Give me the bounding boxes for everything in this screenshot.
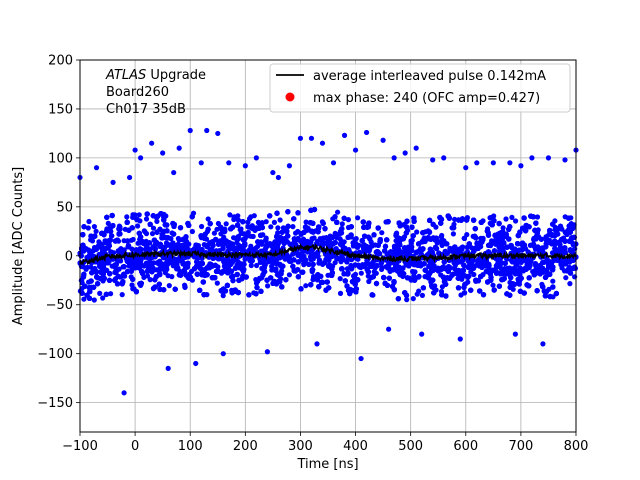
scatter-point [100,295,106,301]
scatter-point [410,296,416,302]
scatter-point [325,272,331,278]
scatter-point [91,224,97,230]
scatter-point [275,225,281,231]
scatter-point [355,215,361,221]
scatter-point [169,274,175,280]
scatter-point [344,266,350,272]
scatter-point [379,264,385,270]
scatter-point [416,273,422,279]
scatter-point [223,221,229,227]
scatter-point [254,262,260,269]
scatter-point [534,214,541,220]
scatter-point [81,296,87,302]
scatter-point [339,221,345,227]
scatter-point [303,219,309,225]
scatter-point [245,219,251,225]
scatter-point [379,230,385,236]
scatter-point [293,230,299,236]
scatter-point [93,228,99,234]
scatter-point [490,282,496,288]
scatter-point [189,228,195,235]
scatter-point [129,246,135,252]
scatter-point [269,267,275,273]
scatter-point [211,230,217,236]
scatter-point [503,216,509,222]
scatter-point [154,218,160,224]
scatter-point [149,231,156,237]
scatter-point [215,220,221,227]
scatter-point [248,233,254,239]
scatter-point [366,278,372,285]
scatter-point [124,214,130,220]
scatter-point [335,209,341,215]
scatter-point [235,217,241,223]
scatter-point [248,262,254,269]
scatter-point [130,286,136,292]
scatter-point [142,229,148,235]
scatter-point [84,264,91,270]
scatter-point [567,281,573,287]
scatter-point [263,219,269,225]
scatter-point [410,268,416,275]
scatter-point [509,214,515,220]
scatter-point [268,224,274,230]
scatter-point [227,212,233,218]
scatter-point [108,291,114,297]
scatter-point [337,290,344,296]
scatter-point [163,267,169,273]
scatter-point [500,225,506,231]
scatter-point [91,297,97,303]
scatter-point [150,225,157,231]
scatter-point [286,272,292,278]
scatter-point [353,236,359,242]
scatter-point [345,217,351,223]
scatter-point [464,232,470,238]
scatter-point [277,217,283,223]
scatter-point [141,274,147,280]
scatter-point [199,223,205,230]
scatter-point [136,212,142,218]
scatter-point [414,229,420,235]
scatter-point [525,249,531,255]
scatter-point [414,291,420,297]
scatter-point [261,260,267,266]
scatter-point [563,275,569,281]
scatter-point [135,240,141,246]
scatter-point [337,276,343,282]
scatter-point [290,224,296,230]
scatter-point [116,266,122,272]
scatter-point [419,292,425,298]
scatter-point [105,220,111,226]
scatter-point [550,278,556,284]
scatter-point [135,223,141,229]
scatter-point [452,216,458,222]
scatter-point [119,292,125,298]
scatter-point [147,277,153,283]
scatter-point [248,214,254,220]
scatter-point [508,242,514,249]
scatter-point [214,280,220,286]
scatter-point [265,283,271,289]
scatter-point [471,271,477,278]
scatter-point [85,225,91,231]
scatter-point [97,290,103,296]
scatter-point [358,270,364,276]
scatter-point [303,283,309,289]
scatter-point [513,218,519,224]
scatter-point [220,293,226,299]
scatter-point [450,231,456,237]
scatter-point [143,216,150,222]
scatter-point [271,219,277,225]
scatter-point [205,216,211,222]
scatter-point [86,218,92,225]
scatter-point [166,283,172,289]
scatter-point [404,297,410,303]
